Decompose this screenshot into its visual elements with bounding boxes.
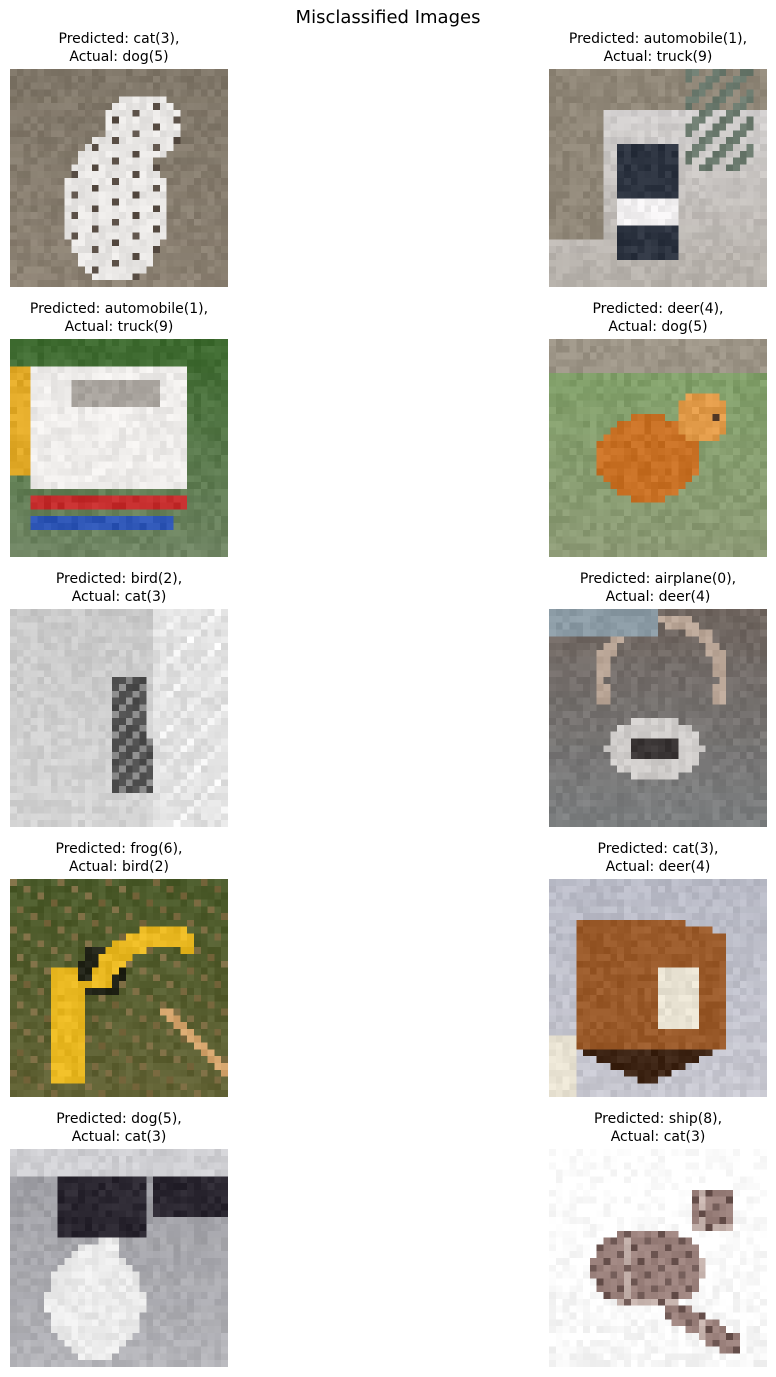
panel-caption: Predicted: cat(3), Actual: deer(4): [508, 840, 776, 876]
misclassified-image: [549, 879, 767, 1097]
actual-label: Actual: cat(3): [71, 589, 167, 605]
image-panel: Predicted: cat(3), Actual: dog(5): [10, 30, 228, 287]
figure-title: Misclassified Images: [295, 7, 481, 28]
misclassified-image: [549, 69, 767, 287]
pixel-image: [549, 69, 767, 287]
actual-label: Actual: deer(4): [605, 859, 711, 875]
predicted-label: Predicted: airplane(0),: [579, 571, 737, 587]
pixel-image: [10, 339, 228, 557]
predicted-label: Predicted: frog(6),: [55, 841, 183, 857]
image-panel: Predicted: bird(2), Actual: cat(3): [10, 570, 228, 827]
misclassified-image: [549, 1149, 767, 1367]
image-panel: Predicted: ship(8), Actual: cat(3): [549, 1110, 767, 1367]
actual-label: Actual: dog(5): [608, 319, 708, 335]
image-panel: Predicted: dog(5), Actual: cat(3): [10, 1110, 228, 1367]
panel-caption: Predicted: ship(8), Actual: cat(3): [508, 1110, 776, 1146]
panel-caption: Predicted: automobile(1), Actual: truck(9…: [0, 300, 269, 336]
misclassified-image: [10, 339, 228, 557]
pixel-image: [549, 1149, 767, 1367]
pixel-image: [10, 609, 228, 827]
predicted-label: Predicted: dog(5),: [56, 1111, 182, 1127]
misclassified-image: [549, 609, 767, 827]
misclassified-image: [10, 879, 228, 1097]
misclassified-image: [10, 1149, 228, 1367]
actual-label: Actual: cat(3): [610, 1129, 706, 1145]
misclassified-image: [549, 339, 767, 557]
panel-caption: Predicted: deer(4), Actual: dog(5): [508, 300, 776, 336]
predicted-label: Predicted: bird(2),: [55, 571, 183, 587]
pixel-image: [10, 1149, 228, 1367]
actual-label: Actual: dog(5): [69, 49, 169, 65]
actual-label: Actual: bird(2): [68, 859, 170, 875]
image-panel: Predicted: frog(6), Actual: bird(2): [10, 840, 228, 1097]
panel-caption: Predicted: automobile(1), Actual: truck(9…: [508, 30, 776, 66]
image-panel: Predicted: automobile(1), Actual: truck(9…: [549, 30, 767, 287]
pixel-image: [10, 879, 228, 1097]
predicted-label: Predicted: cat(3),: [597, 841, 719, 857]
image-panel: Predicted: deer(4), Actual: dog(5): [549, 300, 767, 557]
actual-label: Actual: truck(9): [64, 319, 174, 335]
panel-caption: Predicted: bird(2), Actual: cat(3): [0, 570, 269, 606]
predicted-label: Predicted: automobile(1),: [568, 31, 748, 47]
image-panel: Predicted: automobile(1), Actual: truck(9…: [10, 300, 228, 557]
misclassified-image: [10, 69, 228, 287]
actual-label: Actual: deer(4): [605, 589, 711, 605]
pixel-image: [10, 69, 228, 287]
panel-caption: Predicted: airplane(0), Actual: deer(4): [508, 570, 776, 606]
predicted-label: Predicted: deer(4),: [592, 301, 724, 317]
panel-caption: Predicted: frog(6), Actual: bird(2): [0, 840, 269, 876]
actual-label: Actual: truck(9): [603, 49, 713, 65]
misclassified-image: [10, 609, 228, 827]
panel-caption: Predicted: dog(5), Actual: cat(3): [0, 1110, 269, 1146]
pixel-image: [549, 609, 767, 827]
actual-label: Actual: cat(3): [71, 1129, 167, 1145]
image-panel: Predicted: airplane(0), Actual: deer(4): [549, 570, 767, 827]
predicted-label: Predicted: cat(3),: [58, 31, 180, 47]
predicted-label: Predicted: ship(8),: [593, 1111, 723, 1127]
panel-caption: Predicted: cat(3), Actual: dog(5): [0, 30, 269, 66]
pixel-image: [549, 339, 767, 557]
image-panel: Predicted: cat(3), Actual: deer(4): [549, 840, 767, 1097]
pixel-image: [549, 879, 767, 1097]
predicted-label: Predicted: automobile(1),: [29, 301, 209, 317]
